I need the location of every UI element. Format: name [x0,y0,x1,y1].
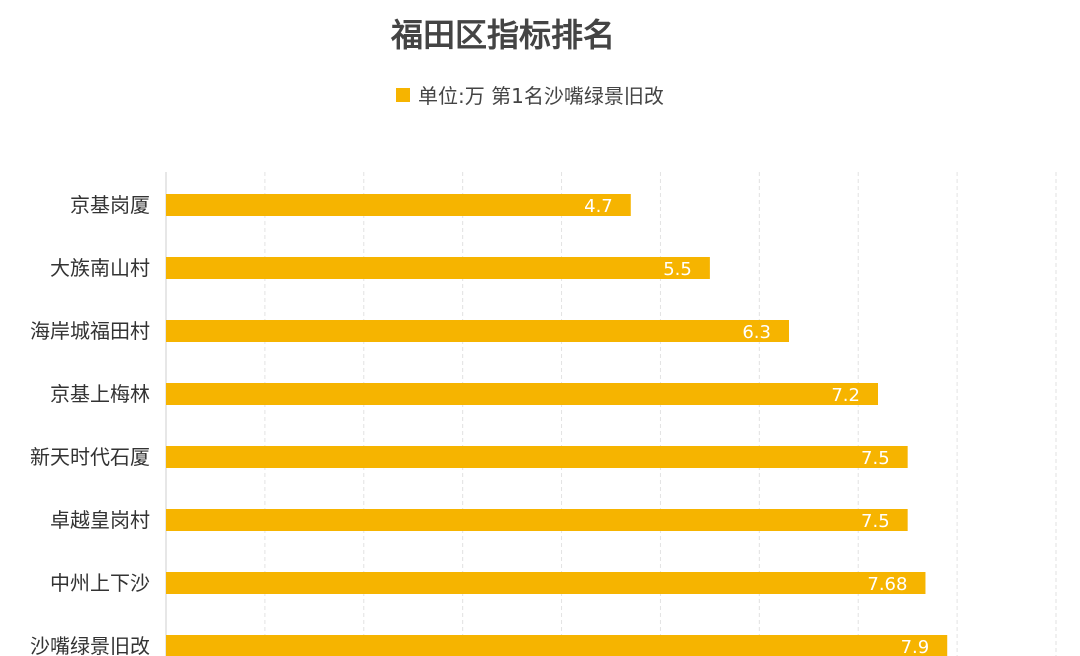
value-label: 5.5 [663,259,692,280]
category-label: 大族南山村 [50,256,150,280]
bar [166,383,878,405]
value-label: 7.68 [867,574,907,595]
category-label: 京基岗厦 [70,193,150,217]
category-label: 沙嘴绿景旧改 [30,634,150,656]
gridlines [264,172,1057,656]
category-labels: 京基岗厦大族南山村海岸城福田村京基上梅林新天时代石厦卓越皇岗村中州上下沙沙嘴绿景… [30,193,150,656]
bar [166,194,631,216]
value-label: 7.5 [861,448,890,469]
value-label: 7.9 [901,637,930,656]
chart-title: 福田区指标排名 [390,16,615,54]
bar [166,446,908,468]
bars [166,194,948,656]
category-label: 京基上梅林 [50,382,150,406]
legend-swatch [396,88,410,102]
value-label: 6.3 [742,322,771,343]
value-label: 7.5 [861,511,890,532]
bar [166,572,926,594]
legend-label: 单位:万 第1名沙嘴绿景旧改 [418,84,664,108]
bar [166,509,908,531]
legend: 单位:万 第1名沙嘴绿景旧改 [396,84,664,108]
bar [166,635,948,656]
category-label: 卓越皇岗村 [50,508,150,532]
value-labels: 4.7 5.5 6.3 7.2 7.5 7.5 7.68 7.9 [584,196,929,656]
category-label: 海岸城福田村 [30,319,150,343]
value-label: 4.7 [584,196,613,217]
value-label: 7.2 [831,385,860,406]
bar [166,320,789,342]
category-label: 新天时代石厦 [30,445,150,469]
category-label: 中州上下沙 [50,571,150,595]
bar [166,257,710,279]
